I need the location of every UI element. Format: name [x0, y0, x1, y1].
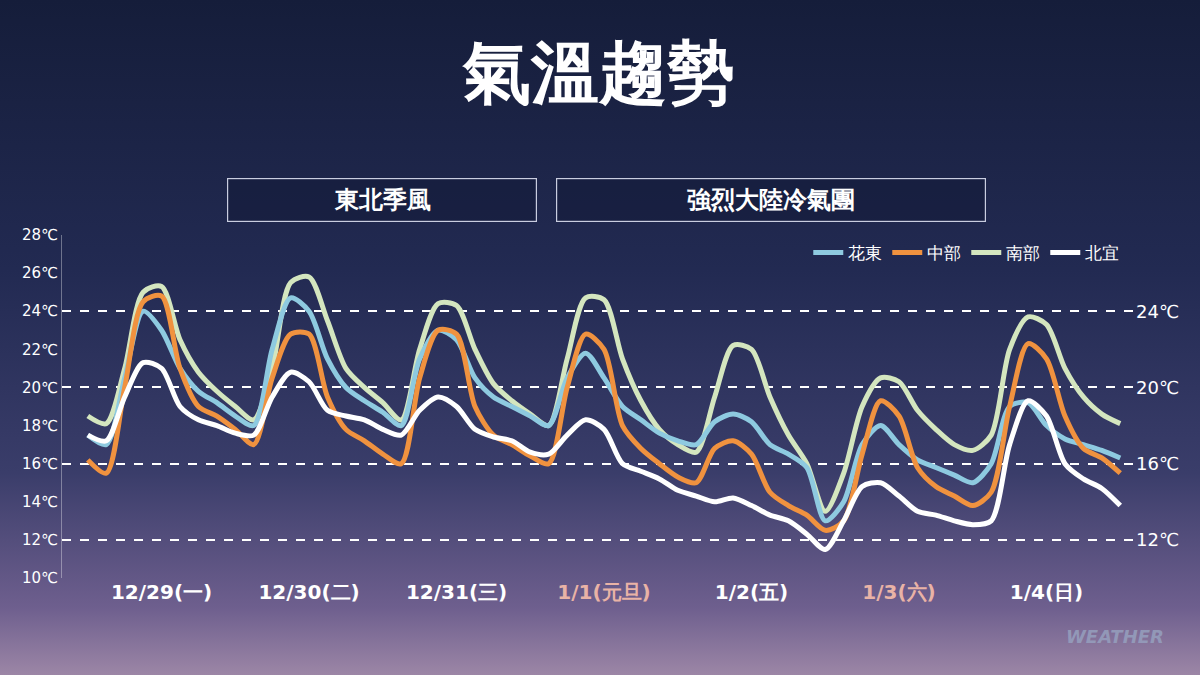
svg-text:12/30(二): 12/30(二) [258, 580, 359, 604]
svg-text:北宜: 北宜 [1085, 243, 1119, 263]
svg-text:12℃: 12℃ [1136, 529, 1179, 550]
svg-text:18℃: 18℃ [22, 417, 58, 435]
svg-text:WEATHER: WEATHER [1066, 626, 1164, 647]
svg-text:12/31(三): 12/31(三) [406, 580, 507, 604]
svg-text:22℃: 22℃ [22, 341, 58, 359]
svg-text:強烈大陸冷氣團: 強烈大陸冷氣團 [687, 186, 855, 214]
svg-text:1/2(五): 1/2(五) [715, 580, 788, 604]
svg-text:24℃: 24℃ [22, 302, 58, 320]
svg-text:20℃: 20℃ [22, 379, 58, 397]
svg-text:26℃: 26℃ [22, 264, 58, 282]
svg-text:花東: 花東 [848, 243, 882, 263]
svg-text:1/4(日): 1/4(日) [1010, 580, 1083, 604]
svg-text:28℃: 28℃ [22, 226, 58, 244]
svg-text:12/29(一): 12/29(一) [111, 580, 212, 604]
svg-text:中部: 中部 [927, 243, 961, 263]
svg-text:24℃: 24℃ [1136, 301, 1179, 322]
svg-text:10℃: 10℃ [22, 569, 58, 587]
svg-text:16℃: 16℃ [1136, 453, 1179, 474]
svg-text:14℃: 14℃ [22, 493, 58, 511]
svg-text:東北季風: 東北季風 [334, 186, 431, 214]
svg-text:1/1(元旦): 1/1(元旦) [557, 580, 650, 604]
svg-text:氣溫趨勢: 氣溫趨勢 [462, 33, 735, 112]
svg-text:12℃: 12℃ [22, 531, 58, 549]
svg-text:16℃: 16℃ [22, 455, 58, 473]
svg-text:南部: 南部 [1006, 243, 1040, 263]
svg-text:20℃: 20℃ [1136, 377, 1179, 398]
svg-text:1/3(六): 1/3(六) [862, 580, 935, 604]
